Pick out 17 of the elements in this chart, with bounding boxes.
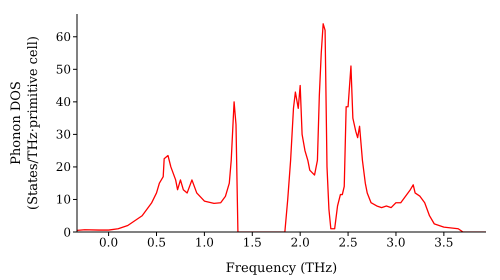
y-tick-label: 0 [63,225,71,240]
y-tick-label: 40 [56,95,71,110]
x-tick-label: 0.0 [99,236,118,250]
x-tick-label: 1.5 [242,236,262,250]
y-tick-label: 10 [56,192,71,207]
y-axis-title: Phonon DOS (States/THz·primitive cell) [9,36,41,210]
x-tick-label: 0.5 [146,236,166,250]
x-axis-title: Frequency (THz) [226,261,338,276]
x-tick-label: 1.0 [194,236,214,250]
y-tick-label: 30 [56,128,71,142]
y-tick-label: 50 [56,62,71,77]
x-tick-label: 2.0 [290,236,310,250]
y-tick-label: 60 [56,30,71,44]
x-tick-label: 2.5 [338,236,358,250]
x-tick-label: 3.5 [434,236,454,250]
y-tick-label: 20 [56,160,71,174]
x-tick-label: 3.0 [386,236,406,250]
